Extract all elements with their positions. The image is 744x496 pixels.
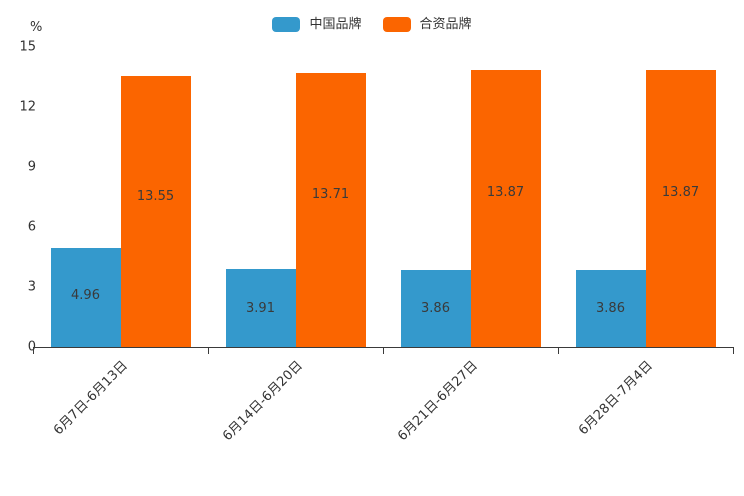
bar-joint-venture-brand[interactable]: 13.87	[645, 69, 716, 347]
x-axis-category-label: 6月7日-6月13日	[50, 358, 131, 439]
x-axis-category-label: 6月14日-6月20日	[219, 358, 306, 445]
bar-value-label: 3.91	[246, 300, 275, 316]
legend-swatch-icon-joint-venture-brand	[382, 16, 411, 32]
bar-joint-venture-brand[interactable]: 13.87	[470, 69, 541, 347]
bar-value-label: 3.86	[596, 301, 625, 317]
bar-value-label: 13.55	[136, 188, 175, 204]
x-axis-tick	[33, 347, 35, 354]
bar-joint-venture-brand[interactable]: 13.71	[295, 72, 366, 347]
y-axis-tick-label: 3	[27, 279, 36, 295]
bar-china-brand[interactable]: 3.86	[400, 269, 471, 347]
y-axis-unit-label: %	[30, 20, 43, 35]
y-axis-tick-label: 6	[27, 219, 36, 235]
x-axis-category-label: 6月21日-6月27日	[394, 358, 481, 445]
x-axis-tick	[383, 347, 385, 354]
legend-label-china-brand: 中国品牌	[309, 16, 362, 32]
legend-item-china-brand[interactable]: 中国品牌	[272, 16, 362, 32]
bar-china-brand[interactable]: 3.86	[575, 269, 646, 347]
legend-swatch-icon-china-brand	[272, 16, 301, 32]
y-axis-tick-label: 15	[19, 39, 36, 55]
bar-value-label: 4.96	[71, 288, 100, 304]
bar-value-label: 13.87	[486, 185, 525, 201]
y-axis-tick-label: 9	[27, 159, 36, 175]
y-axis-tick-label: 12	[19, 99, 36, 115]
bar-value-label: 13.87	[661, 185, 700, 201]
bar-joint-venture-brand[interactable]: 13.55	[120, 76, 191, 347]
bar-value-label: 3.86	[421, 301, 450, 317]
legend-item-joint-venture-brand[interactable]: 合资品牌	[382, 16, 472, 32]
x-axis-tick	[558, 347, 560, 354]
chart-legend: 中国品牌 合资品牌	[0, 12, 744, 36]
y-axis-tick-label: 0	[27, 339, 36, 355]
bar-value-label: 13.71	[311, 186, 350, 202]
bar-china-brand[interactable]: 4.96	[50, 247, 121, 347]
x-axis-tick	[208, 347, 210, 354]
bar-china-brand[interactable]: 3.91	[225, 268, 296, 347]
x-axis-category-label: 6月28日-7月4日	[575, 358, 656, 439]
x-axis-tick	[733, 347, 735, 354]
legend-label-joint-venture-brand: 合资品牌	[419, 16, 472, 32]
